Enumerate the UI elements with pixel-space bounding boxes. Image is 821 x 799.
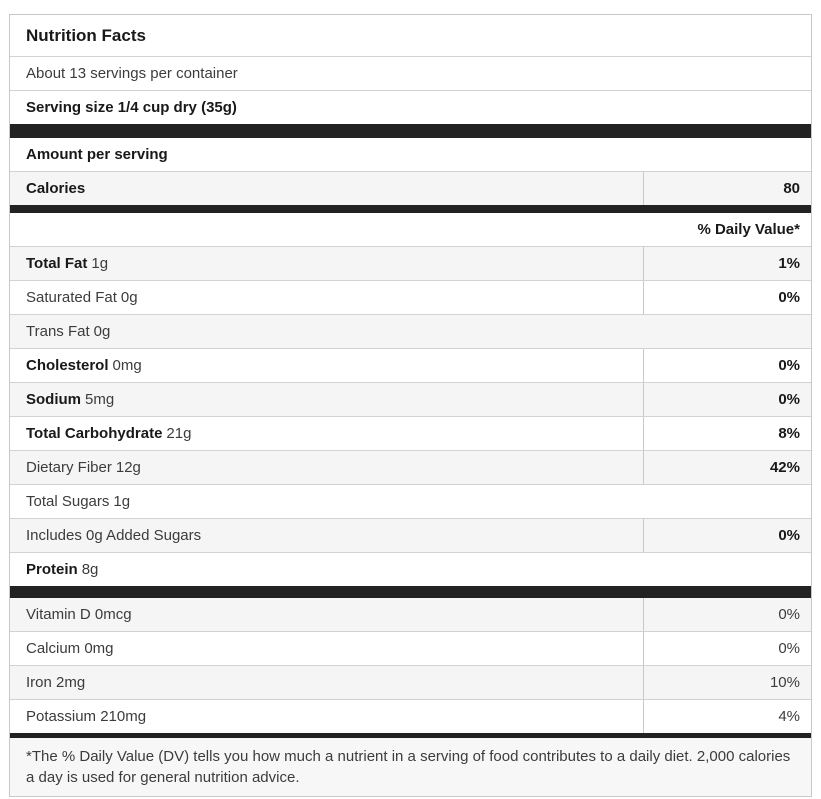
micronutrient-row: Calcium 0mg 0%: [10, 632, 811, 666]
nutrient-amount: 1g: [91, 255, 109, 272]
nutrient-name: Dietary Fiber: [26, 459, 112, 476]
nutrient-row: Sodium 5mg 0%: [10, 383, 811, 417]
separator-bar: [10, 124, 811, 138]
separator-bar: [10, 733, 811, 738]
micronutrient-row: Potassium 210mg 4%: [10, 700, 811, 733]
nutrient-row: Dietary Fiber 12g 42%: [10, 451, 811, 485]
nutrient-amount: 1g: [113, 493, 131, 510]
nutrient-daily-value: 0%: [778, 357, 800, 374]
nutrient-row: Includes 0g Added Sugars 0%: [10, 519, 811, 553]
separator-bar: [10, 205, 811, 213]
nutrient-daily-value: 0%: [778, 391, 800, 408]
serving-size-row: Serving size 1/4 cup dry (35g): [10, 91, 811, 124]
nutrient-name: Saturated Fat: [26, 289, 117, 306]
nutrient-name: Cholesterol: [26, 357, 109, 374]
nutrient-daily-value: 0%: [778, 527, 800, 544]
calories-label: Calories: [26, 180, 86, 197]
micronutrient-daily-value: 10%: [769, 674, 800, 691]
page-title: Nutrition Facts: [26, 25, 146, 45]
micronutrient-daily-value: 0%: [778, 640, 800, 657]
nutrient-name: Total Carbohydrate: [26, 425, 163, 442]
nutrient-amount: 12g: [115, 459, 141, 476]
micronutrient-name: Vitamin D 0mcg: [26, 606, 132, 623]
micronutrient-daily-value: 0%: [778, 606, 800, 623]
daily-value-footnote: *The % Daily Value (DV) tells you how mu…: [10, 738, 811, 796]
amount-per-serving-row: Amount per serving: [10, 138, 811, 172]
nutrient-daily-value: 42%: [769, 459, 800, 476]
nutrient-daily-value: 1%: [778, 255, 800, 272]
micronutrient-name: Potassium 210mg: [26, 708, 147, 725]
nutrient-row: Protein 8g: [10, 553, 811, 586]
nutrient-name: Sodium: [26, 391, 81, 408]
serving-size-text: Serving size 1/4 cup dry (35g): [26, 99, 237, 116]
nutrient-row: Trans Fat 0g: [10, 315, 811, 349]
nutrition-facts-table: Nutrition Facts About 13 servings per co…: [9, 14, 812, 797]
nutrient-rows: Total Fat 1g 1% Saturated Fat 0g 0% Trans Fat 0…: [10, 247, 811, 586]
title-row: Nutrition Facts: [10, 15, 811, 57]
calories-value: 80: [783, 180, 800, 197]
amount-per-serving-text: Amount per serving: [26, 146, 168, 163]
nutrient-row: Cholesterol 0mg 0%: [10, 349, 811, 383]
nutrient-name: Total Sugars: [26, 493, 110, 510]
micronutrient-daily-value: 4%: [778, 708, 800, 725]
daily-value-header-text: % Daily Value*: [697, 221, 800, 238]
nutrient-amount: 0g: [93, 323, 111, 340]
nutrient-name: Protein: [26, 561, 78, 578]
micronutrient-name: Iron 2mg: [26, 674, 86, 691]
micronutrient-row: Iron 2mg 10%: [10, 666, 811, 700]
nutrient-name: Trans Fat: [26, 323, 90, 340]
nutrient-daily-value: 0%: [778, 289, 800, 306]
nutrient-amount: 0mg: [112, 357, 142, 374]
nutrient-amount: 0g: [120, 289, 138, 306]
nutrient-row: Saturated Fat 0g 0%: [10, 281, 811, 315]
nutrient-daily-value: 8%: [778, 425, 800, 442]
daily-value-header-row: % Daily Value*: [10, 213, 811, 247]
separator-bar: [10, 586, 811, 598]
micronutrient-row: Vitamin D 0mcg 0%: [10, 598, 811, 632]
nutrient-row: Total Sugars 1g: [10, 485, 811, 519]
micronutrient-name: Calcium 0mg: [26, 640, 114, 657]
nutrient-amount: 5mg: [85, 391, 115, 408]
nutrient-row: Total Fat 1g 1%: [10, 247, 811, 281]
nutrient-amount: 21g: [166, 425, 192, 442]
servings-per-container-row: About 13 servings per container: [10, 57, 811, 91]
micronutrient-rows: Vitamin D 0mcg 0% Calcium 0mg 0% Iron 2mg 10%…: [10, 598, 811, 733]
servings-per-container-text: About 13 servings per container: [26, 65, 238, 82]
nutrient-amount: 8g: [81, 561, 99, 578]
nutrient-name: Total Fat: [26, 255, 88, 272]
nutrient-row: Total Carbohydrate 21g 8%: [10, 417, 811, 451]
nutrient-name: Includes 0g Added Sugars: [26, 527, 202, 544]
calories-row: Calories 80: [10, 172, 811, 205]
